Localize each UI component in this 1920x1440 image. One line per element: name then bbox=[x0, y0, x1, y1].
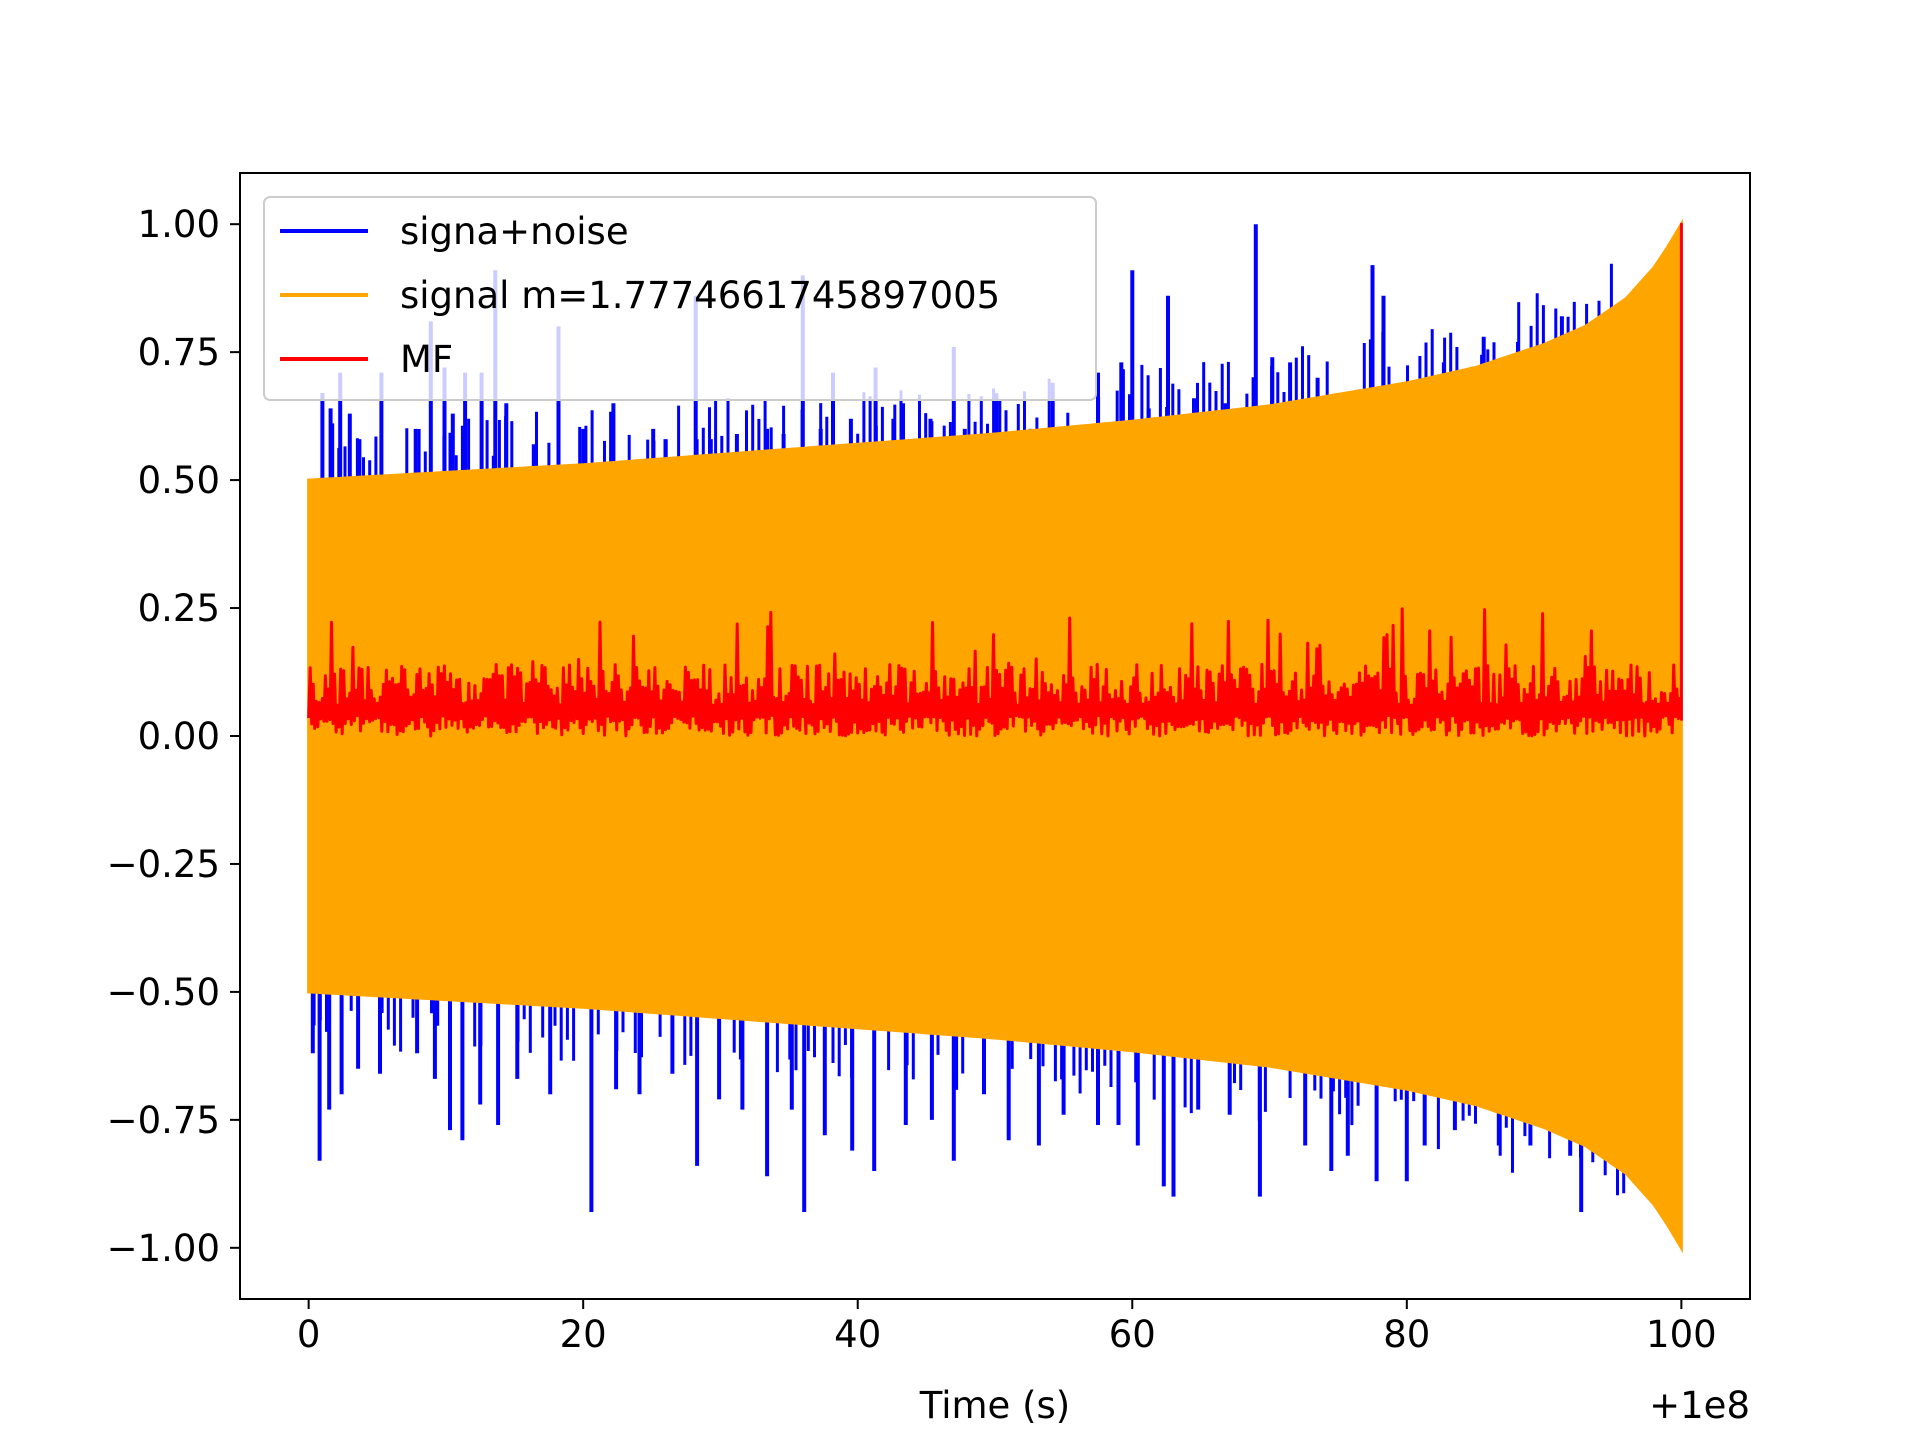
legend-label-mf: MF bbox=[400, 338, 453, 381]
legend-label-signal: signal m=1.7774661745897005 bbox=[400, 274, 1000, 317]
x-tick-label: 0 bbox=[297, 1313, 321, 1356]
x-tick-label: 60 bbox=[1109, 1313, 1156, 1356]
y-tick-label: −0.50 bbox=[107, 971, 220, 1014]
x-axis-label: Time (s) bbox=[919, 1384, 1070, 1427]
x-axis-offset-label: +1e8 bbox=[1649, 1384, 1750, 1427]
legend-label-signal-noise: signa+noise bbox=[400, 210, 629, 253]
y-axis-ticks: 1.00 0.75 0.50 0.25 0.00 −0.25 −0.50 −0.75 −1.00 bbox=[107, 203, 240, 1270]
y-tick-label: 0.00 bbox=[138, 715, 220, 758]
y-tick-label: 0.50 bbox=[138, 459, 220, 502]
series-layer bbox=[307, 218, 1683, 1254]
y-tick-label: −1.00 bbox=[107, 1227, 220, 1270]
x-axis-ticks: 0 20 40 60 80 100 bbox=[297, 1299, 1717, 1356]
x-tick-label: 20 bbox=[560, 1313, 607, 1356]
y-tick-label: 0.25 bbox=[138, 587, 220, 630]
y-tick-label: −0.75 bbox=[107, 1099, 220, 1142]
y-tick-label: 0.75 bbox=[138, 331, 220, 374]
x-tick-label: 80 bbox=[1383, 1313, 1430, 1356]
legend: signa+noise signal m=1.7774661745897005 … bbox=[263, 196, 1097, 401]
x-tick-label: 40 bbox=[834, 1313, 881, 1356]
y-tick-label: −0.25 bbox=[107, 843, 220, 886]
y-tick-label: 1.00 bbox=[138, 203, 220, 246]
mf-line bbox=[307, 222, 1683, 738]
x-tick-label: 100 bbox=[1646, 1313, 1717, 1356]
series-mf bbox=[307, 222, 1683, 738]
legend-frame bbox=[263, 196, 1097, 401]
